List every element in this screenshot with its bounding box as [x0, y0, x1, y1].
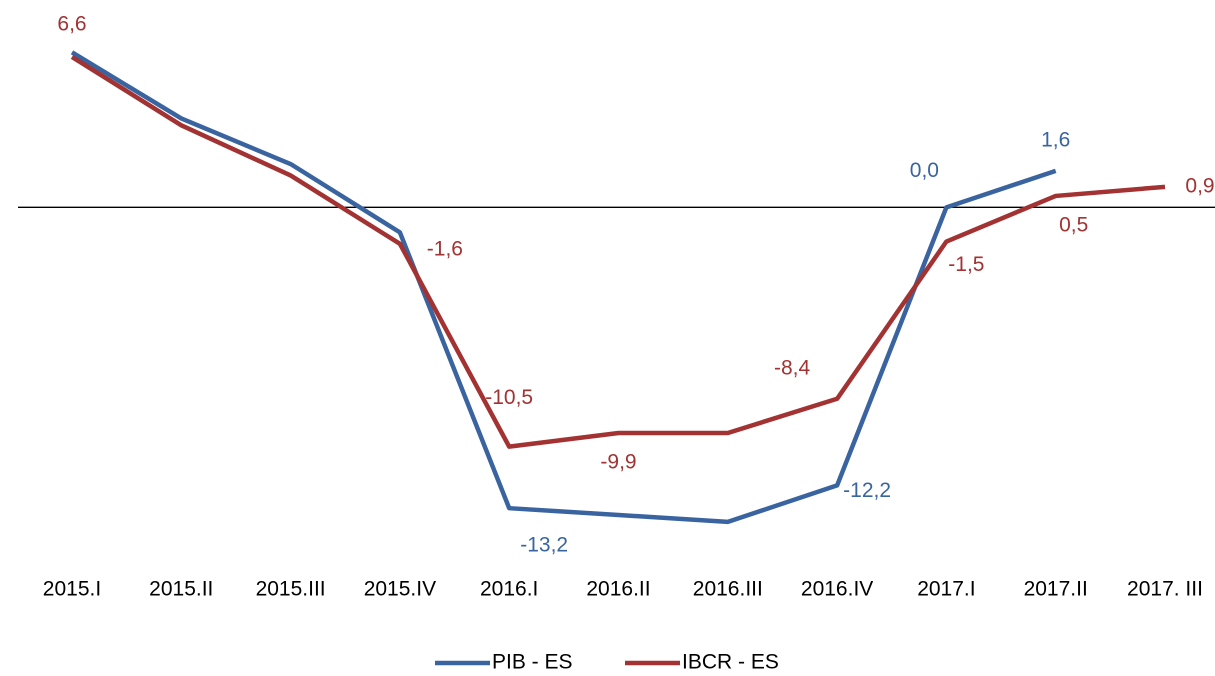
x-tick-label: 2015.I — [43, 578, 101, 601]
x-tick-label: 2016.IV — [801, 578, 873, 601]
data-label: 0,5 — [1059, 213, 1088, 236]
x-tick-label: 2015.II — [149, 578, 213, 601]
data-label: 0,9 — [1185, 174, 1214, 197]
data-label: -10,5 — [485, 386, 533, 409]
x-tick-label: 2017.I — [917, 578, 975, 601]
data-label: -1,6 — [427, 237, 463, 260]
series-line — [70, 50, 1057, 525]
data-label: -12,2 — [843, 479, 891, 502]
data-label: -8,4 — [774, 356, 811, 379]
data-label: -1,5 — [948, 253, 984, 276]
x-tick-label: 2015.III — [256, 578, 326, 601]
x-tick-label: 2016.II — [586, 578, 650, 601]
x-tick-label: 2017. III — [1127, 578, 1203, 601]
data-label: 0,0 — [910, 159, 939, 182]
x-tick-label: 2015.IV — [364, 578, 436, 601]
x-tick-label: 2017.II — [1024, 578, 1088, 601]
data-label: 1,6 — [1041, 128, 1070, 151]
series-line — [70, 55, 1166, 449]
data-label: -9,9 — [600, 451, 636, 474]
x-tick-label: 2016.I — [480, 578, 538, 601]
data-label: -13,2 — [520, 534, 568, 557]
x-tick-label: 2016.III — [693, 578, 763, 601]
legend-label: IBCR - ES — [682, 651, 779, 674]
data-label: 6,6 — [57, 12, 86, 35]
legend-label: PIB - ES — [492, 651, 573, 674]
